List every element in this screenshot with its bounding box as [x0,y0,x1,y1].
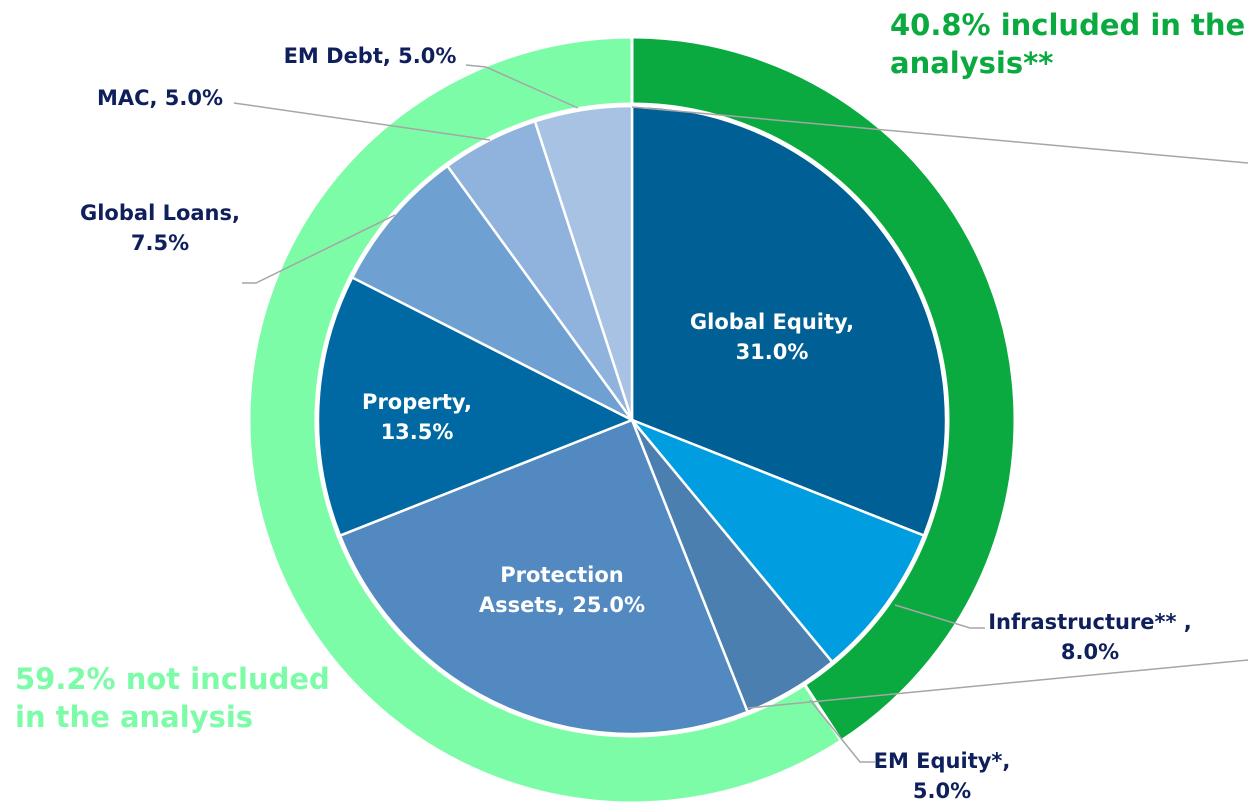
slice-label: Global Loans, 7.5% [80,201,240,255]
slice-label: Global Equity, 31.0% [689,310,855,364]
leader-line [894,604,985,629]
leader-lines [233,64,1248,763]
leader-line [809,699,875,763]
ring-segment [630,35,1017,743]
pie-slice [630,104,948,538]
pie-slice [338,418,750,736]
leader-line [631,106,1248,164]
slice-label: EM Debt, 5.0% [283,44,457,68]
leader-line [465,64,579,109]
slice-label: MAC, 5.0% [96,86,224,110]
leader-line [233,102,491,141]
slice-label: Property, 13.5% [362,390,472,444]
ring-label: 59.2% not included in the analysis [15,662,330,734]
pie-slice [533,104,634,421]
leader-line [747,659,1248,709]
slice-label: EM Equity*, 5.0% [873,749,1011,803]
ring-segment [247,35,844,805]
slice-label: Protection Assets, 25.0% [478,563,646,617]
pie-slice [316,275,636,538]
ring-label: 40.8% included in the analysis** [890,8,1246,80]
pie [316,104,948,736]
slice-label: Infrastructure** , 8.0% [988,610,1192,664]
leader-line [242,214,396,284]
pie-slice [631,418,926,664]
outer-ring [247,35,1017,805]
